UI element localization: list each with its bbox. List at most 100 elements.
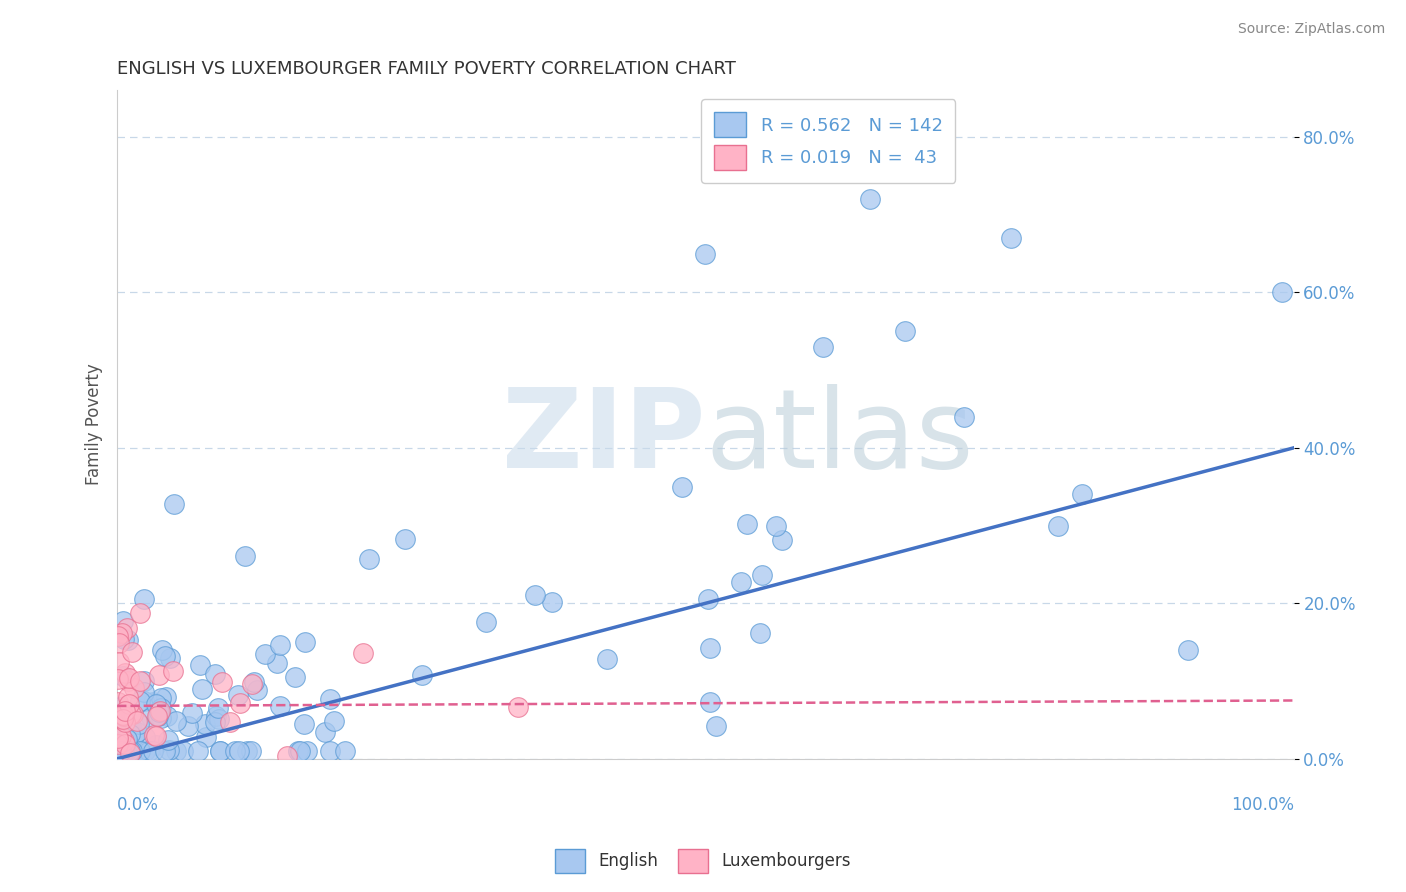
Point [132, 685, 155, 699]
Point [246, 682, 269, 697]
Point [253, 647, 276, 661]
Point [148, 706, 170, 720]
Point [811, 340, 834, 354]
Point [287, 744, 309, 758]
Point [132, 591, 155, 606]
Point [894, 324, 917, 338]
Point [129, 673, 152, 688]
Point [117, 744, 139, 758]
Point [121, 744, 143, 758]
Legend: English, Luxembourgers: English, Luxembourgers [548, 842, 858, 880]
Point [524, 588, 547, 602]
Point [352, 646, 374, 660]
Point [294, 635, 316, 649]
Point [112, 734, 135, 748]
Point [117, 690, 139, 705]
Point [153, 744, 176, 758]
Text: ENGLISH VS LUXEMBOURGER FAMILY POVERTY CORRELATION CHART: ENGLISH VS LUXEMBOURGER FAMILY POVERTY C… [117, 60, 737, 78]
Point [204, 715, 226, 730]
Point [108, 744, 131, 758]
Point [159, 650, 181, 665]
Point [118, 672, 141, 686]
Point [157, 743, 180, 757]
Point [122, 729, 145, 743]
Point [146, 709, 169, 723]
Point [211, 675, 233, 690]
Point [240, 744, 263, 758]
Point [156, 733, 179, 747]
Point [236, 744, 259, 758]
Point [229, 696, 252, 710]
Point [107, 672, 129, 686]
Point [475, 615, 498, 629]
Point [111, 744, 134, 758]
Point [162, 664, 184, 678]
Point [110, 744, 132, 758]
Point [112, 632, 135, 647]
Point [1271, 285, 1294, 300]
Point [357, 552, 380, 566]
Point [128, 716, 150, 731]
Point [695, 246, 717, 260]
Point [122, 681, 145, 695]
Point [295, 744, 318, 758]
Point [108, 744, 131, 758]
Point [108, 702, 131, 716]
Point [859, 192, 882, 206]
Point [107, 695, 129, 709]
Point [129, 606, 152, 620]
Point [596, 651, 619, 665]
Point [204, 666, 226, 681]
Point [243, 675, 266, 690]
Point [129, 744, 152, 758]
Point [112, 708, 135, 723]
Point [269, 638, 291, 652]
Point [233, 549, 256, 563]
Point [110, 744, 132, 758]
Point [111, 626, 134, 640]
Point [115, 621, 138, 635]
Text: Source: ZipAtlas.com: Source: ZipAtlas.com [1237, 22, 1385, 37]
Point [163, 497, 186, 511]
Point [128, 744, 150, 758]
Point [671, 480, 693, 494]
Point [117, 744, 139, 758]
Point [117, 744, 139, 758]
Point [149, 701, 172, 715]
Point [181, 706, 204, 721]
Point [156, 708, 179, 723]
Point [112, 744, 135, 758]
Point [112, 744, 135, 758]
Point [208, 744, 231, 758]
Point [187, 744, 209, 758]
Point [696, 591, 718, 606]
Point [508, 700, 530, 714]
Point [125, 714, 148, 728]
Point [142, 744, 165, 758]
Point [208, 712, 231, 726]
Point [122, 741, 145, 756]
Point [191, 682, 214, 697]
Point [108, 655, 131, 669]
Point [112, 709, 135, 723]
Point [150, 691, 173, 706]
Point [112, 744, 135, 758]
Point [110, 729, 132, 743]
Point [145, 730, 167, 744]
Point [953, 409, 976, 424]
Point [165, 744, 187, 758]
Point [148, 668, 170, 682]
Point [145, 709, 167, 723]
Point [770, 533, 793, 548]
Point [124, 744, 146, 758]
Point [284, 670, 307, 684]
Point [121, 706, 143, 721]
Point [292, 717, 315, 731]
Point [149, 704, 172, 718]
Point [1070, 487, 1092, 501]
Point [107, 737, 129, 751]
Text: ZIP: ZIP [502, 384, 706, 491]
Point [117, 632, 139, 647]
Point [134, 673, 156, 688]
Point [107, 629, 129, 643]
